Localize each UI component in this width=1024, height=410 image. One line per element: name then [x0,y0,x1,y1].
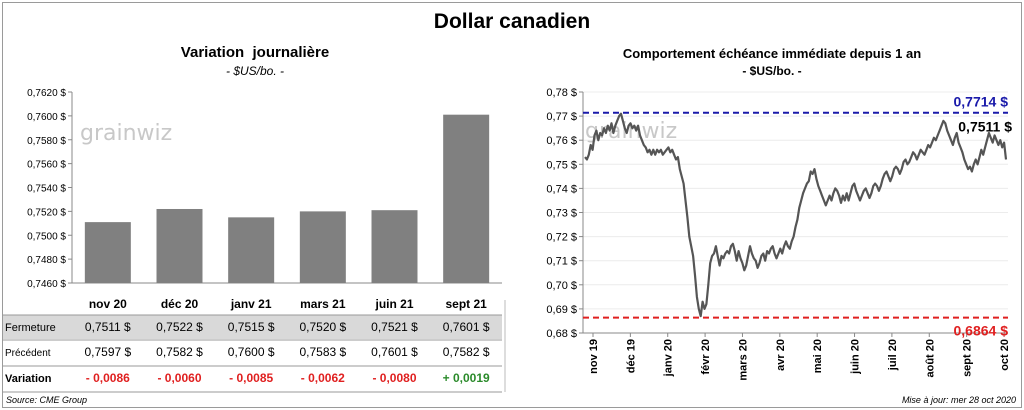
bar-y-tick-label: 0,7580 $ [27,136,66,147]
line-y-tick-label: 0,77 $ [546,111,577,123]
high-value-label: 0,7714 $ [954,94,1009,110]
table-cell: 0,7582 $ [443,345,490,359]
line-x-tick-label: juin 20 [850,339,862,375]
line-x-tick-label: sept 20 [962,339,974,377]
line-x-tick-label: févr 20 [700,339,712,374]
line-y-tick-label: 0,78 $ [546,87,577,99]
line-y-tick-label: 0,70 $ [546,280,577,292]
table-cell: 0,7600 $ [228,345,275,359]
bar-y-tick-label: 0,7600 $ [27,112,66,123]
line-x-tick-label: déc 19 [625,339,637,373]
line-y-tick-label: 0,71 $ [546,256,577,268]
bar-y-tick-label: 0,7540 $ [27,184,66,195]
bar-y-tick-label: 0,7620 $ [27,88,66,99]
line-y-tick-label: 0,73 $ [546,208,577,220]
table-row-label: Précédent [5,348,51,359]
bar-category-label: sept 21 [445,297,487,311]
line-x-tick-label: nov 19 [588,339,600,374]
bar-y-tick-label: 0,7460 $ [27,279,66,290]
watermark-logo: grainwiz [80,121,172,146]
table-cell: 0,7601 $ [443,320,490,334]
bar-category-label: janv 21 [230,297,272,311]
bar-y-tick-label: 0,7560 $ [27,160,66,171]
line-x-tick-label: oct 20 [999,339,1011,371]
low-value-label: 0,6864 $ [954,323,1009,339]
page-title: Dollar canadien [433,10,591,33]
line-chart-subtitle: - $US/bo. - [742,64,802,78]
line-y-tick-label: 0,72 $ [546,232,577,244]
table-cell: 0,7511 $ [85,320,131,334]
bar-chart-title: Variation journalière [180,44,330,61]
table-cell: - 0,0085 [229,371,273,385]
bar-category-label: déc 20 [161,297,199,311]
table-cell: + 0,0019 [443,371,490,385]
line-y-tick-label: 0,76 $ [546,135,577,147]
table-cell: - 0,0080 [372,371,416,385]
table-cell: 0,7583 $ [299,345,346,359]
line-x-tick-label: mars 20 [737,339,749,381]
table-cell: - 0,0086 [86,371,130,385]
bar-category-label: mars 21 [300,297,346,311]
line-x-tick-label: août 20 [924,339,936,378]
table-row-label: Fermeture [5,322,56,334]
bar-category-label: juin 21 [374,297,413,311]
table-cell: - 0,0062 [301,371,345,385]
bar-y-tick-label: 0,7480 $ [27,255,66,266]
bar-chart-subtitle: - $US/bo. - [225,64,285,78]
bar-y-tick-label: 0,7500 $ [27,231,66,242]
line-x-tick-label: avr 20 [775,339,787,371]
line-chart-title: Comportement échéance immédiate depuis 1… [622,46,922,61]
table-row-label: Variation [5,373,52,385]
table-cell: 0,7522 $ [156,320,203,334]
bar-4 [371,210,418,283]
bar-0 [84,222,131,283]
table-row-shade [3,315,502,339]
line-y-tick-label: 0,68 $ [546,328,577,340]
table-cell: 0,7582 $ [156,345,203,359]
table-cell: 0,7515 $ [228,320,275,334]
bar-1 [156,208,203,283]
line-x-tick-label: janv 20 [663,339,675,377]
table-cell: 0,7597 $ [84,345,131,359]
bar-5 [443,114,490,284]
price-series-line [584,112,1008,318]
bar-category-label: nov 20 [89,297,127,311]
bar-2 [228,217,275,283]
bar-y-tick-label: 0,7520 $ [27,207,66,218]
line-x-tick-label: mai 20 [812,339,824,373]
line-y-tick-label: 0,75 $ [546,159,577,171]
line-x-tick-label: juil 20 [887,339,899,371]
line-y-tick-label: 0,74 $ [546,183,577,195]
updated-note: Mise à jour: mer 28 oct 2020 [901,395,1016,405]
table-cell: - 0,0060 [157,371,201,385]
source-note: Source: CME Group [6,395,88,405]
bar-3 [299,211,346,283]
table-cell: 0,7601 $ [371,345,418,359]
line-y-tick-label: 0,69 $ [546,304,577,316]
last-value-label: 0,7511 $ [958,119,1012,135]
table-cell: 0,7521 $ [371,320,418,334]
bar-chart: grainwiz 0,7460 $ 0,7480 $ 0,7500 $ 0,7520 $… [3,88,506,393]
table-cell: 0,7520 $ [299,320,346,334]
